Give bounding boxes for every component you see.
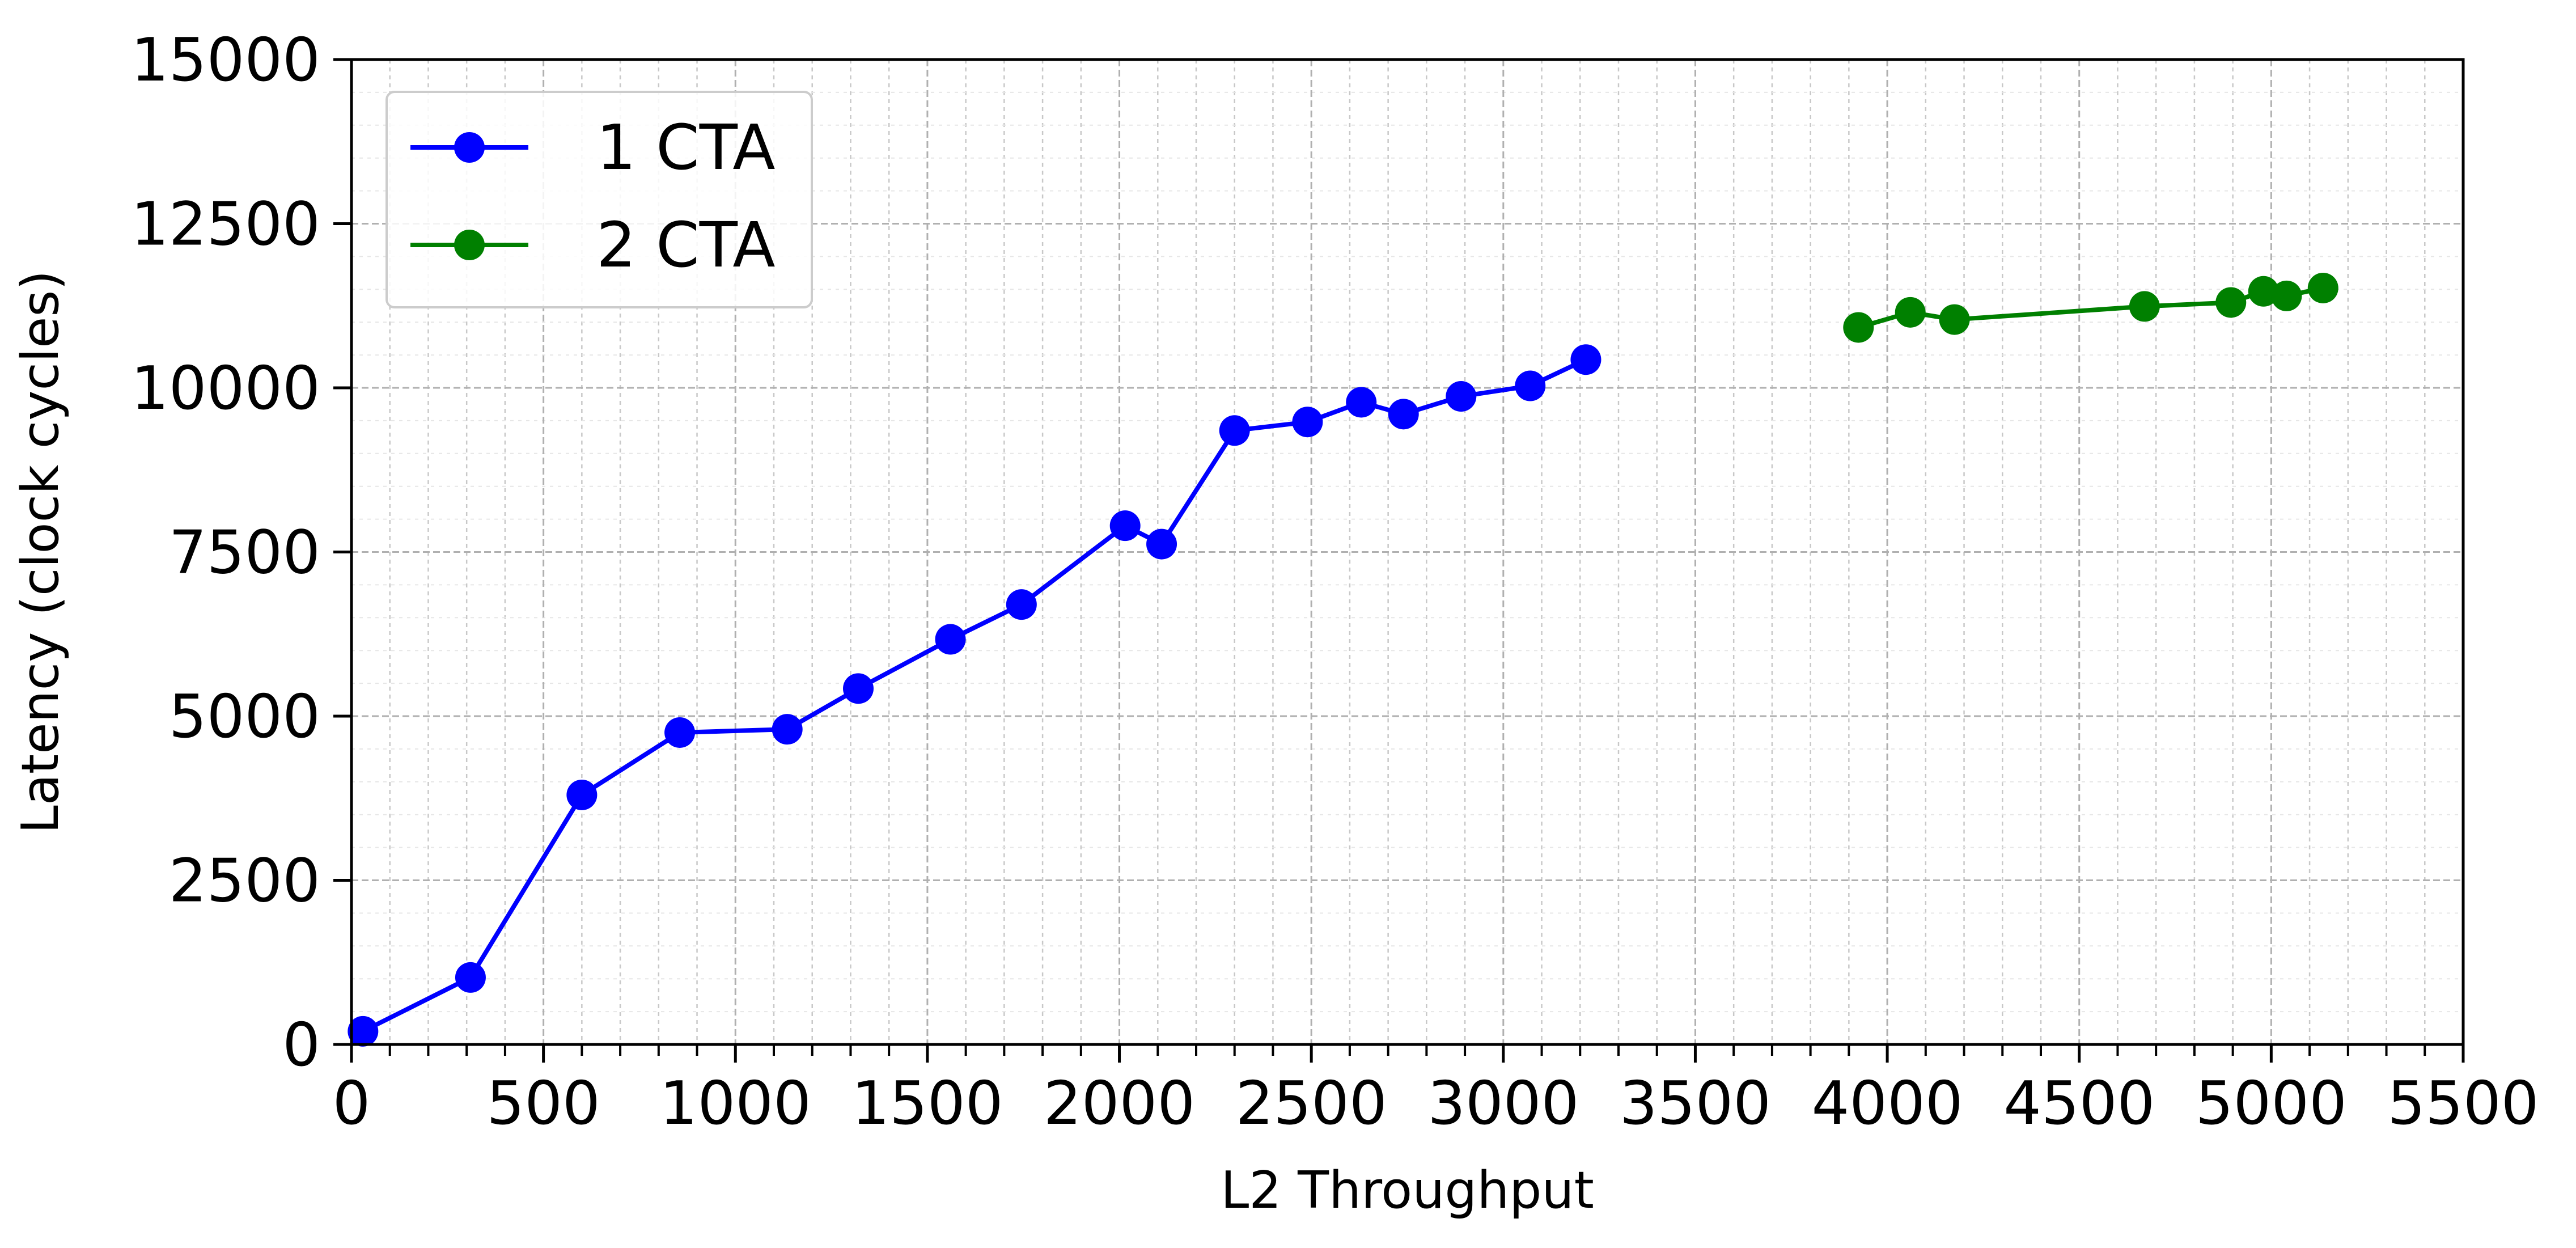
data-point — [843, 673, 874, 704]
x-tick-label: 1000 — [660, 1069, 811, 1138]
data-point — [1146, 528, 1177, 560]
x-tick-label: 5500 — [2387, 1069, 2539, 1138]
data-point — [935, 624, 966, 655]
data-point — [2271, 280, 2302, 311]
data-point — [1446, 381, 1477, 412]
legend: 1 CTA 2 CTA — [385, 91, 813, 308]
y-axis-title: Latency (clock cycles) — [11, 270, 70, 834]
x-tick-label: 1500 — [851, 1069, 1003, 1138]
x-tick-label: 500 — [486, 1069, 600, 1138]
y-tick-label: 0 — [282, 1010, 320, 1080]
data-point — [1109, 510, 1141, 541]
legend-label: 1 CTA — [596, 111, 776, 184]
x-tick-label: 4500 — [2003, 1069, 2155, 1138]
data-point — [1843, 312, 1874, 343]
data-point — [2307, 272, 2338, 303]
data-point — [1219, 415, 1250, 446]
legend-marker — [454, 132, 485, 163]
x-tick-label: 0 — [333, 1069, 371, 1138]
series-1 — [348, 344, 1601, 1047]
y-tick-label: 2500 — [169, 847, 320, 916]
data-series — [348, 272, 2338, 1047]
legend-item: 2 CTA — [410, 209, 776, 281]
data-point — [1515, 370, 1546, 401]
data-point — [1939, 304, 1970, 335]
x-axis-title: L2 Throughput — [1221, 1161, 1594, 1220]
data-point — [1895, 297, 1926, 328]
x-tick-label: 2500 — [1236, 1069, 1387, 1138]
legend-item: 1 CTA — [410, 111, 776, 184]
data-point — [772, 714, 803, 745]
y-tick-label: 10000 — [131, 354, 320, 423]
data-point — [664, 717, 696, 748]
x-tick-label: 2000 — [1044, 1069, 1195, 1138]
y-tick-label: 15000 — [131, 26, 320, 95]
x-tick-label: 5000 — [2196, 1069, 2347, 1138]
data-point — [1006, 589, 1037, 620]
x-tick-label: 3500 — [1620, 1069, 1771, 1138]
x-tick-label: 4000 — [1811, 1069, 1963, 1138]
data-point — [1570, 344, 1601, 375]
data-point — [455, 962, 486, 993]
series-2 — [1843, 272, 2338, 343]
y-tick-label: 7500 — [169, 518, 320, 587]
data-point — [1346, 387, 1377, 418]
data-point — [2215, 287, 2247, 318]
axis-ticks: 0 500 1000 1500 2000 2500 3000 3500 4000 4500 5000… — [131, 26, 2539, 1138]
data-point — [1388, 399, 1419, 430]
data-point — [348, 1016, 379, 1047]
data-point — [1292, 407, 1323, 438]
x-tick-label: 3000 — [1427, 1069, 1579, 1138]
y-tick-label: 5000 — [169, 682, 320, 751]
data-point — [566, 779, 598, 810]
data-point — [2129, 291, 2160, 322]
data-point — [2248, 276, 2279, 307]
legend-marker — [454, 230, 485, 260]
legend-label: 2 CTA — [596, 209, 776, 281]
y-tick-label: 12500 — [131, 190, 320, 259]
